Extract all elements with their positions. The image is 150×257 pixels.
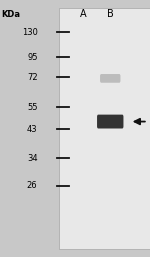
Text: 43: 43 (27, 125, 38, 134)
Bar (59, 8, 150, 249)
Text: 95: 95 (27, 52, 38, 62)
Text: 55: 55 (27, 103, 38, 112)
Text: 34: 34 (27, 153, 38, 163)
FancyBboxPatch shape (100, 74, 120, 83)
Text: 130: 130 (22, 27, 38, 37)
Text: B: B (107, 9, 114, 19)
Text: A: A (80, 9, 87, 19)
Text: KDa: KDa (2, 10, 21, 19)
Text: 26: 26 (27, 181, 38, 190)
FancyBboxPatch shape (97, 115, 123, 128)
Text: 72: 72 (27, 72, 38, 82)
